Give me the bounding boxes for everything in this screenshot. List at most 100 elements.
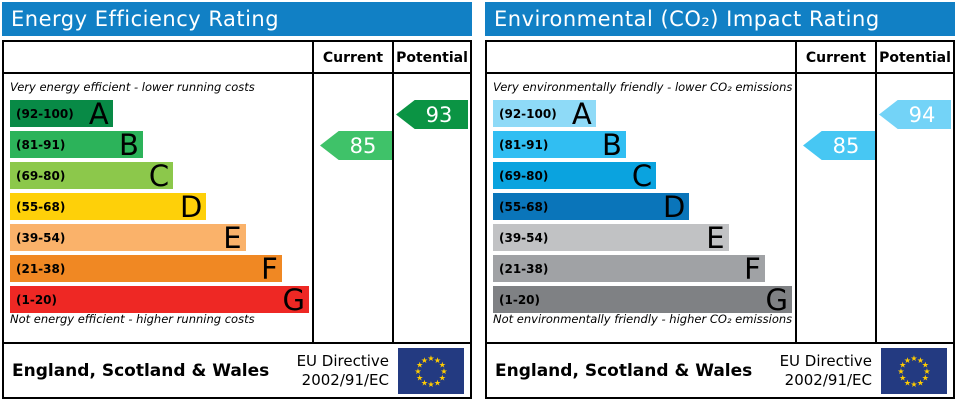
environmental-impact-panel: Environmental (CO₂) Impact Rating Curren… <box>485 2 955 402</box>
band-e-range: (39-54) <box>499 230 549 245</box>
energy-potential-arrow: 93 <box>396 100 468 129</box>
svg-text:★: ★ <box>439 373 446 382</box>
column-divider <box>392 42 394 342</box>
current-column-header: Current <box>322 50 384 66</box>
energy-top-note: Very energy efficient - lower running co… <box>10 80 255 94</box>
band-a-letter: A <box>88 96 109 131</box>
band-a-range: (92-100) <box>499 106 557 121</box>
eu-directive-label: EU Directive 2002/91/EC <box>779 351 872 389</box>
svg-text:★: ★ <box>421 378 428 387</box>
band-c: (69-80) C <box>10 158 174 193</box>
band-c-range: (69-80) <box>16 168 66 183</box>
environmental-bottom-note: Not environmentally friendly - higher CO… <box>493 312 793 326</box>
energy-panel-title-bar: Energy Efficiency Rating <box>2 2 472 36</box>
svg-text:★: ★ <box>897 367 904 376</box>
region-label: England, Scotland & Wales <box>12 360 270 381</box>
environmental-current-arrow: 85 <box>803 131 875 160</box>
band-d-letter: D <box>662 189 686 224</box>
energy-current-value: 85 <box>349 133 377 158</box>
energy-panel-title: Energy Efficiency Rating <box>11 7 280 31</box>
svg-text:★: ★ <box>434 356 441 365</box>
eu-flag-icon: ★ ★ ★ ★ ★ ★ ★ ★ ★ ★ ★ ★ <box>881 347 947 394</box>
svg-text:★: ★ <box>922 360 929 369</box>
energy-bottom-note: Not energy efficient - higher running co… <box>10 312 255 326</box>
band-e-range: (39-54) <box>16 230 66 245</box>
environmental-panel-title-bar: Environmental (CO₂) Impact Rating <box>485 2 955 36</box>
band-g: (1-20) G <box>10 285 309 314</box>
energy-band-list: (92-100) A (81-91) B (69-80) C (55-68) D <box>10 96 312 317</box>
band-b-letter: B <box>601 127 622 162</box>
band-c-letter: C <box>148 158 170 193</box>
svg-text:★: ★ <box>899 373 906 382</box>
band-e: (39-54) E <box>10 220 246 255</box>
svg-text:★: ★ <box>922 373 929 382</box>
band-d-letter: D <box>179 189 203 224</box>
band-a: (92-100) A <box>10 96 113 131</box>
band-f-letter: F <box>261 251 278 286</box>
band-g-range: (1-20) <box>499 292 540 307</box>
band-f: (21-38) F <box>493 251 765 286</box>
svg-text:★: ★ <box>416 360 423 369</box>
current-column-header: Current <box>805 50 867 66</box>
energy-current-arrow: 85 <box>320 131 392 160</box>
band-g-range: (1-20) <box>16 292 57 307</box>
svg-text:★: ★ <box>910 354 917 363</box>
svg-text:★: ★ <box>910 380 917 389</box>
band-e-letter: E <box>706 220 725 255</box>
energy-rating-grid: Current Potential Very energy efficient … <box>2 40 472 342</box>
svg-text:★: ★ <box>414 367 421 376</box>
svg-text:★: ★ <box>440 367 447 376</box>
column-divider <box>875 42 877 342</box>
band-f: (21-38) F <box>10 251 282 286</box>
svg-text:★: ★ <box>421 356 428 365</box>
svg-text:★: ★ <box>917 378 924 387</box>
band-b-letter: B <box>118 127 139 162</box>
svg-text:★: ★ <box>434 378 441 387</box>
environmental-band-list: (92-100) A (81-91) B (69-80) C (55-68) D <box>493 99 795 317</box>
environmental-potential-value: 94 <box>908 102 936 127</box>
band-b: (81-91) B <box>493 127 626 162</box>
band-b-range: (81-91) <box>499 137 549 152</box>
column-divider <box>312 42 314 342</box>
svg-text:★: ★ <box>427 354 434 363</box>
energy-potential-value: 93 <box>425 102 453 127</box>
svg-text:★: ★ <box>439 360 446 369</box>
band-g-letter: G <box>765 282 788 317</box>
band-b: (81-91) B <box>10 127 143 162</box>
energy-footer: England, Scotland & Wales EU Directive 2… <box>2 342 472 399</box>
eu-flag-icon: ★ ★ ★ ★ ★ ★ ★ ★ ★ ★ ★ ★ <box>398 347 464 394</box>
energy-bands-area: Very energy efficient - lower running co… <box>4 74 470 340</box>
band-g: (1-20) G <box>493 282 792 317</box>
svg-text:★: ★ <box>416 373 423 382</box>
energy-grid-header-row: Current Potential <box>4 42 470 74</box>
svg-text:★: ★ <box>899 360 906 369</box>
environmental-panel-title: Environmental (CO₂) Impact Rating <box>494 7 880 31</box>
band-d-range: (55-68) <box>16 199 66 214</box>
band-c-letter: C <box>631 158 653 193</box>
eu-directive-label: EU Directive 2002/91/EC <box>296 351 389 389</box>
band-b-range: (81-91) <box>16 137 66 152</box>
band-e-letter: E <box>223 220 242 255</box>
energy-efficiency-panel: Energy Efficiency Rating Current Potenti… <box>2 2 472 402</box>
band-f-letter: F <box>744 251 761 286</box>
band-a: (92-100) A <box>493 99 596 128</box>
environmental-grid-header-row: Current Potential <box>487 42 953 74</box>
band-a-range: (92-100) <box>16 106 74 121</box>
environmental-footer: England, Scotland & Wales EU Directive 2… <box>485 342 955 399</box>
svg-text:★: ★ <box>904 378 911 387</box>
svg-text:★: ★ <box>923 367 930 376</box>
potential-column-header: Potential <box>879 50 951 66</box>
band-e: (39-54) E <box>493 220 729 255</box>
svg-text:★: ★ <box>917 356 924 365</box>
band-d: (55-68) D <box>10 189 207 224</box>
column-divider <box>795 42 797 342</box>
band-f-range: (21-38) <box>499 261 549 276</box>
environmental-top-note: Very environmentally friendly - lower CO… <box>493 80 793 94</box>
potential-column-header: Potential <box>396 50 468 66</box>
environmental-current-value: 85 <box>832 133 860 158</box>
environmental-rating-grid: Current Potential Very environmentally f… <box>485 40 955 342</box>
band-f-range: (21-38) <box>16 261 66 276</box>
region-label: England, Scotland & Wales <box>495 360 753 381</box>
band-d-range: (55-68) <box>499 199 549 214</box>
